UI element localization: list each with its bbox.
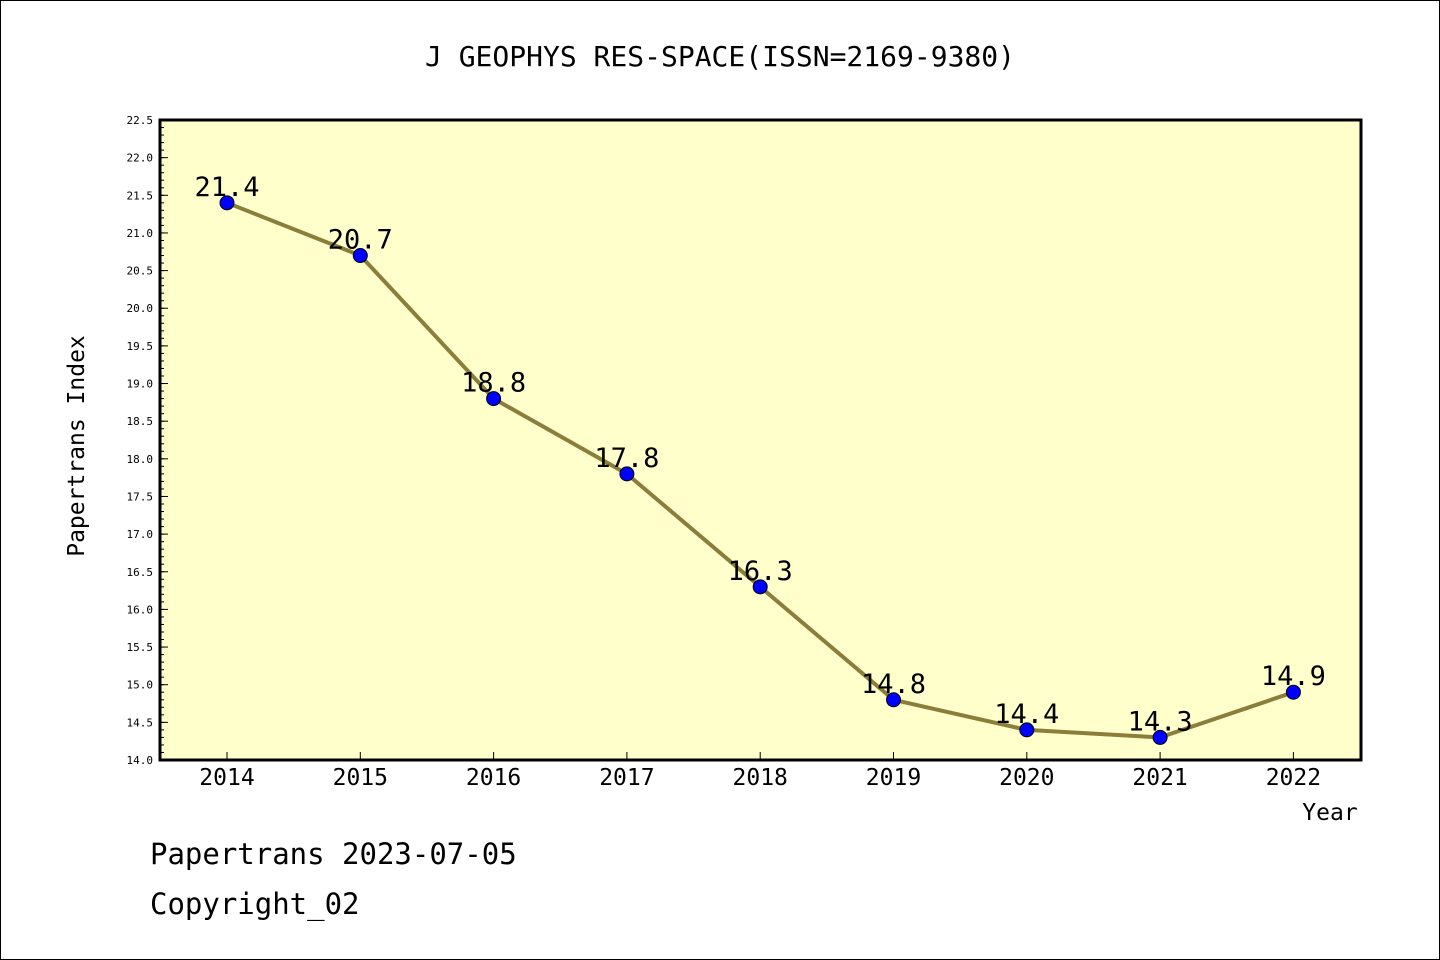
data-point — [619, 466, 635, 482]
x-tick-label: 2022 — [1266, 765, 1321, 791]
footer-date: Papertrans 2023-07-05 — [150, 837, 517, 871]
plot-area — [160, 120, 1361, 760]
data-point — [352, 248, 368, 264]
y-tick-label: 22.5 — [127, 114, 154, 127]
y-tick-label: 21.0 — [127, 227, 154, 240]
x-tick-label: 2021 — [1132, 765, 1187, 791]
data-markers — [219, 195, 1301, 745]
data-label: 14.4 — [994, 699, 1059, 730]
y-tick-label: 14.5 — [127, 716, 154, 729]
y-tick-label: 16.5 — [127, 566, 154, 579]
data-point — [1285, 684, 1301, 700]
y-axis-title: Papertrans Index — [64, 335, 90, 557]
y-tick-label: 16.0 — [127, 603, 154, 616]
x-tick-label: 2016 — [466, 765, 521, 791]
data-label: 18.8 — [461, 368, 526, 399]
y-tick-label: 20.5 — [127, 265, 154, 278]
data-label: 14.8 — [861, 669, 926, 700]
y-tick-label: 15.5 — [127, 641, 154, 654]
data-point — [1152, 729, 1168, 745]
y-tick-label: 15.0 — [127, 679, 154, 692]
data-point — [1019, 722, 1035, 738]
data-label: 20.7 — [328, 225, 393, 256]
data-point — [752, 579, 768, 595]
y-tick-label: 22.0 — [127, 152, 154, 165]
x-tick-label: 2018 — [733, 765, 788, 791]
x-axis-title: Year — [1302, 800, 1357, 826]
y-tick-label: 18.5 — [127, 415, 154, 428]
y-tick-label: 19.5 — [127, 340, 154, 353]
x-tick-label: 2014 — [199, 765, 254, 791]
data-label: 17.8 — [594, 443, 659, 474]
y-tick-label: 17.0 — [127, 528, 154, 541]
y-tick-label: 17.5 — [127, 490, 154, 503]
data-label: 14.3 — [1128, 706, 1193, 737]
y-tick-label: 20.0 — [127, 302, 154, 315]
data-point — [886, 692, 901, 708]
data-label: 16.3 — [728, 556, 793, 587]
data-point — [219, 195, 235, 211]
x-axis: 2014 2015 2016 2017 2018 2019 2020 2021 2022 — [199, 752, 1321, 791]
y-tick-label: 21.5 — [127, 189, 154, 202]
data-point — [486, 391, 502, 407]
y-tick-label: 14.0 — [127, 754, 154, 767]
x-tick-label: 2017 — [599, 765, 654, 791]
data-label: 14.9 — [1261, 661, 1326, 692]
x-tick-label: 2020 — [999, 765, 1054, 791]
x-tick-label: 2019 — [866, 765, 921, 791]
y-tick-label: 19.0 — [127, 378, 154, 391]
y-tick-label: 18.0 — [127, 453, 154, 466]
x-tick-label: 2015 — [333, 765, 388, 791]
footer-copyright: Copyright_02 — [150, 887, 360, 922]
data-labels: 21.4 20.7 18.8 17.8 16.3 14.8 14.4 14.3 14.9 — [194, 172, 1325, 738]
data-label: 21.4 — [194, 172, 259, 203]
y-axis: 14.0 14.5 15.0 15.5 16.0 16.5 17.0 17.5 18.0 18.5… — [127, 114, 168, 767]
chart-title: J GEOPHYS RES-SPACE(ISSN=2169-9380) — [425, 40, 1015, 73]
plot-border — [158, 118, 1363, 762]
